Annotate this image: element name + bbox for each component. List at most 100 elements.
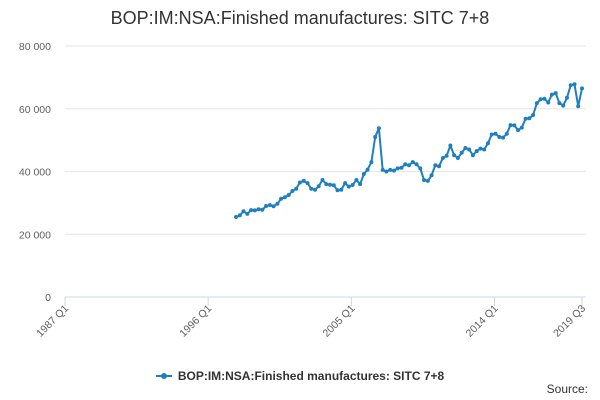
data-point	[418, 166, 423, 171]
data-point	[542, 96, 547, 101]
data-point	[286, 193, 291, 197]
data-point	[305, 181, 310, 186]
legend-line-marker-icon	[155, 373, 172, 379]
data-point	[410, 160, 415, 165]
data-point	[497, 135, 502, 139]
data-point	[508, 123, 513, 128]
data-point	[256, 207, 261, 212]
data-point	[568, 83, 573, 88]
data-point	[486, 141, 490, 146]
data-point	[380, 167, 385, 172]
data-point	[549, 92, 554, 97]
data-point	[376, 126, 381, 131]
data-point	[282, 195, 287, 200]
data-point	[422, 178, 426, 182]
data-point	[429, 173, 434, 178]
data-point	[279, 196, 284, 201]
data-point	[437, 164, 442, 169]
data-point	[392, 168, 396, 173]
data-point	[403, 162, 408, 167]
data-point	[565, 95, 569, 100]
legend-item[interactable]: BOP:IM:NSA:Finished manufactures: SITC 7…	[155, 369, 445, 383]
y-tick-label: 80 000	[19, 41, 51, 53]
data-point	[440, 156, 445, 160]
data-point	[354, 178, 359, 182]
series-layer	[234, 82, 584, 219]
data-point	[482, 147, 487, 152]
data-point	[249, 208, 254, 213]
y-tick-label: 20 000	[19, 229, 51, 241]
data-point	[369, 160, 374, 165]
data-point	[313, 187, 317, 192]
data-point	[546, 100, 551, 105]
data-point	[489, 132, 494, 137]
data-point	[316, 184, 321, 189]
data-point	[343, 181, 348, 186]
data-point	[516, 128, 521, 133]
y-axis: 0 20 000 40 000 60 000 80 000	[19, 41, 51, 304]
data-point	[290, 189, 295, 193]
data-point	[241, 209, 246, 214]
data-point	[425, 178, 430, 183]
data-point	[339, 187, 344, 192]
data-point	[501, 135, 505, 140]
data-point	[309, 186, 314, 191]
data-point	[444, 153, 449, 158]
data-point	[358, 182, 363, 187]
data-point	[297, 180, 302, 185]
data-point	[395, 166, 400, 171]
data-point	[553, 91, 558, 96]
y-tick-label: 60 000	[19, 104, 51, 116]
source-label: Source:	[546, 382, 588, 396]
data-point	[576, 104, 581, 109]
x-tick-label: 1987 Q1	[34, 303, 71, 340]
data-point	[267, 203, 272, 208]
data-point	[245, 211, 250, 216]
data-point	[271, 204, 276, 209]
data-point	[260, 207, 265, 212]
data-point	[388, 167, 393, 172]
data-point	[452, 153, 457, 158]
data-point	[557, 101, 562, 106]
data-point	[346, 184, 351, 189]
x-axis: 1987 Q1 1996 Q1 2005 Q1 2014 Q1 2019 Q3	[34, 296, 588, 340]
data-point	[275, 201, 280, 206]
data-point	[531, 113, 536, 117]
data-point	[459, 150, 464, 155]
data-point	[335, 188, 340, 193]
data-point	[470, 153, 475, 158]
data-point	[519, 125, 524, 130]
data-point	[237, 213, 242, 218]
data-point	[234, 215, 238, 219]
data-point	[264, 204, 269, 208]
data-point	[373, 135, 378, 139]
data-point	[580, 86, 584, 91]
x-tick-label: 2005 Q1	[320, 303, 357, 340]
data-point	[504, 131, 509, 136]
data-point	[320, 178, 325, 182]
legend-label: BOP:IM:NSA:Finished manufactures: SITC 7…	[177, 369, 445, 383]
data-point	[365, 167, 370, 172]
data-point	[455, 156, 460, 160]
data-point	[538, 97, 543, 102]
data-point	[328, 182, 332, 187]
data-point	[534, 101, 539, 106]
data-point	[561, 103, 566, 108]
y-tick-label: 40 000	[19, 167, 51, 179]
data-point	[493, 131, 498, 136]
data-point	[399, 165, 404, 170]
x-tick-label: 1996 Q1	[177, 303, 214, 340]
data-point	[301, 178, 306, 183]
data-point	[467, 147, 472, 152]
data-point	[252, 208, 257, 213]
data-point	[463, 146, 468, 150]
data-point	[384, 169, 389, 174]
legend[interactable]: BOP:IM:NSA:Finished manufactures: SITC 7…	[0, 366, 600, 383]
data-point	[474, 149, 479, 154]
data-point	[478, 146, 483, 151]
series-line	[235, 83, 583, 218]
data-point	[414, 162, 419, 167]
data-point	[572, 82, 577, 87]
data-point	[512, 123, 517, 128]
